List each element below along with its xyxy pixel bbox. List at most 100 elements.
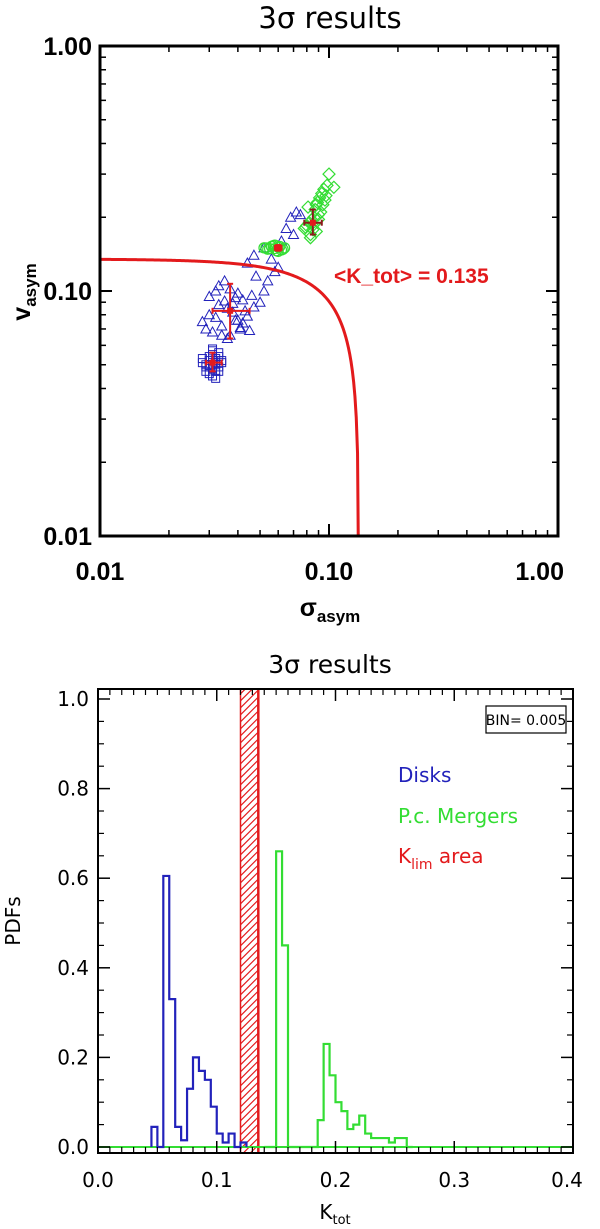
merger-diamond-point <box>315 197 330 212</box>
disk-square-point <box>204 369 214 379</box>
disk-triangle-point <box>261 274 274 286</box>
disk-triangle-point <box>212 298 225 310</box>
k-tot-curve <box>100 257 360 536</box>
klim-hatch-line <box>240 689 247 695</box>
klim-hatch-line <box>240 948 259 968</box>
disk-triangle-point <box>218 295 231 306</box>
klim-hatch-line <box>240 1039 259 1059</box>
disk-triangle-point <box>236 293 249 305</box>
disk-triangle-point <box>229 314 242 325</box>
klim-hatch-line <box>240 773 259 793</box>
disk-triangle-point <box>200 322 212 334</box>
disk-triangle-point <box>209 284 222 296</box>
klim-hatch-line <box>240 927 259 947</box>
legend-disks: Disks <box>398 763 451 787</box>
top-plot-marks <box>100 167 360 536</box>
klim-hatch-line <box>240 1081 259 1101</box>
x-tick-label: 0.2 <box>320 1168 352 1192</box>
x-tick-label: 0.3 <box>438 1168 470 1192</box>
disk-triangle-point <box>234 322 247 334</box>
center-marker <box>309 219 316 226</box>
klim-hatch-line <box>240 871 259 891</box>
klim-hatch-line <box>240 843 259 863</box>
center-marker <box>227 307 234 314</box>
klim-hatch-line <box>240 794 259 814</box>
disk-triangle-point <box>209 311 222 322</box>
klim-hatch-line <box>240 836 259 856</box>
x-tick-label: 0.10 <box>305 558 354 586</box>
klim-hatch-line <box>240 906 259 926</box>
klim-hatch-line <box>240 941 259 961</box>
bottom-y-axis-label: PDFs <box>1 896 25 945</box>
top-plot-frame <box>98 44 560 538</box>
y-tick-label: 1.00 <box>43 33 92 61</box>
merger-diamond-point <box>322 167 336 181</box>
center-marker <box>209 359 216 366</box>
disk-triangle-point <box>218 274 231 286</box>
disk-triangle-point <box>241 257 254 268</box>
disk-triangle-point <box>243 324 256 335</box>
top-chart-title: 3σ results <box>258 1 401 35</box>
disk-square-point <box>211 373 221 383</box>
disk-triangle-point <box>248 249 260 260</box>
klim-hatch-line <box>240 787 259 807</box>
y-tick-label: 0.10 <box>43 278 92 306</box>
histogram-p-c-mergers <box>264 850 413 1149</box>
klim-hatch-line <box>240 1102 259 1122</box>
y-tick-label: 0.01 <box>43 523 92 551</box>
klim-hatch-line <box>240 1123 259 1143</box>
merger-diamond-point <box>320 178 334 193</box>
klim-hatch-line <box>240 752 259 772</box>
disk-triangle-point <box>250 270 262 281</box>
klim-hatch-line <box>240 962 259 982</box>
klim-hatch-line <box>240 829 259 849</box>
klim-hatch-line <box>241 669 259 687</box>
y-tick-label: 1.0 <box>57 687 89 711</box>
klim-hatch-line <box>240 997 259 1017</box>
disk-triangle-point <box>241 310 254 321</box>
klim-hatch-line <box>240 969 259 989</box>
histogram-disks <box>150 874 248 1149</box>
bottom-x-axis-label: Ktot <box>319 1200 350 1228</box>
bottom-plot-marks <box>98 669 573 1184</box>
klim-hatch-line <box>240 1025 259 1045</box>
y-tick-label: 0.6 <box>57 866 89 890</box>
disk-triangle-point <box>215 329 228 340</box>
center-marker <box>275 244 282 251</box>
disk-triangle-point <box>206 326 219 337</box>
merger-diamond-point <box>327 180 341 195</box>
klim-hatch-line <box>240 1046 259 1066</box>
klim-hatch-line <box>240 1116 259 1136</box>
klim-hatch-line <box>240 1109 259 1129</box>
klim-hatch-line <box>240 1011 259 1031</box>
y-tick-label: 0.0 <box>57 1135 89 1159</box>
klim-hatch-line <box>240 703 259 723</box>
klim-hatch-line <box>240 689 254 702</box>
klim-hatch-line <box>240 913 259 933</box>
klim-hatch-line <box>241 1159 259 1177</box>
x-tick-label: 0.4 <box>551 1168 583 1192</box>
klim-hatch-line <box>240 934 259 954</box>
disk-triangle-point <box>258 284 270 296</box>
klim-hatch-line <box>240 1088 259 1108</box>
merger-diamond-point <box>301 200 315 214</box>
klim-hatch-line <box>240 822 259 842</box>
klim-hatch-line <box>240 885 259 905</box>
klim-hatch-line <box>240 1032 259 1052</box>
x-tick-label: 0.0 <box>82 1168 114 1192</box>
legend-klim: Klim area <box>398 844 484 873</box>
x-tick-label: 0.1 <box>201 1168 233 1192</box>
x-tick-label: 1.00 <box>515 558 564 586</box>
merger-diamond-point <box>303 230 318 245</box>
klim-hatch-line <box>241 1166 259 1184</box>
klim-hatch-line <box>240 759 259 779</box>
klim-hatch-line <box>240 1060 259 1080</box>
klim-hatch-line <box>240 976 259 996</box>
klim-hatch-line <box>240 696 259 716</box>
y-tick-label: 0.4 <box>57 956 89 980</box>
klim-hatch-line <box>240 857 259 877</box>
klim-hatch-line <box>240 899 259 919</box>
disk-triangle-point <box>254 296 266 307</box>
disk-triangle-point <box>215 319 228 331</box>
